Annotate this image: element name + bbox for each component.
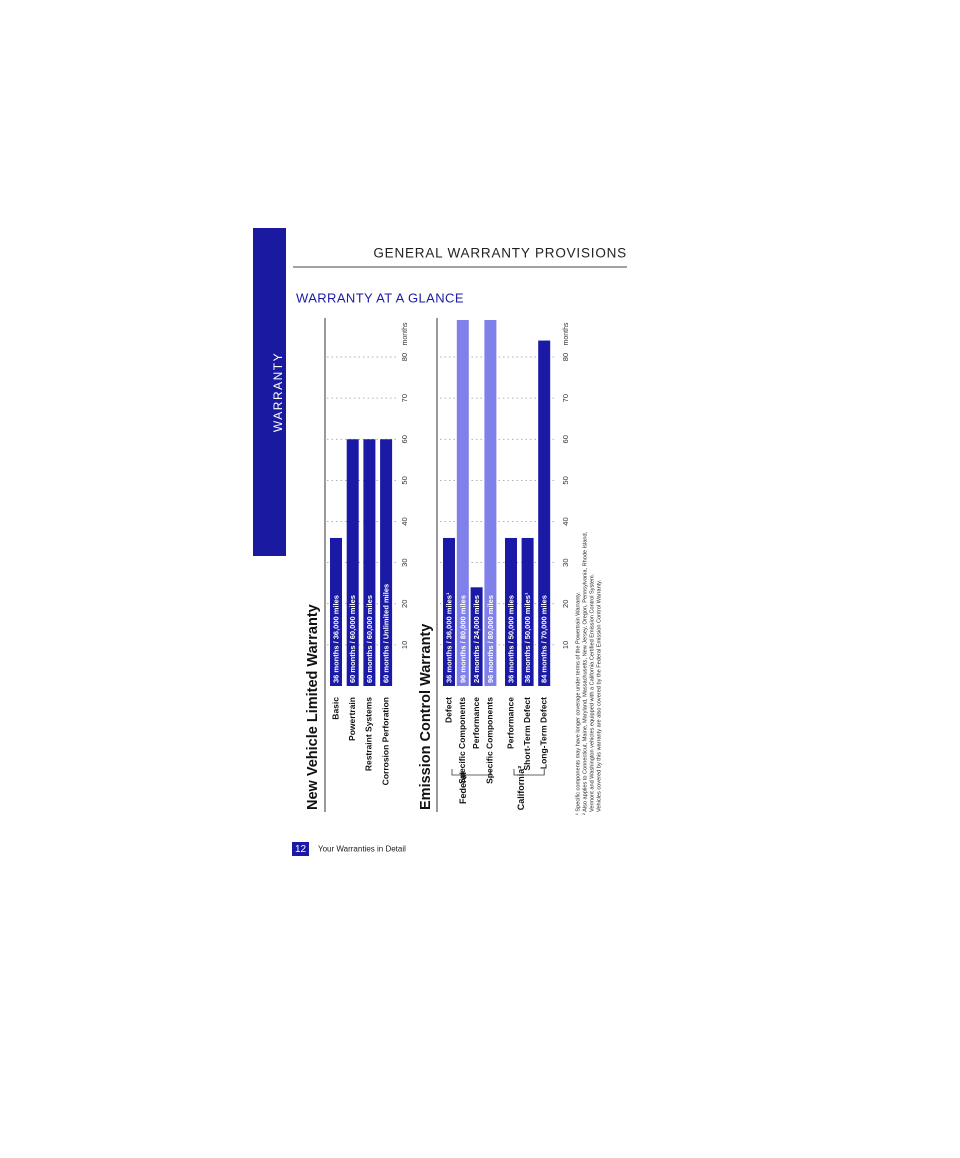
x-tick-label: 30	[400, 558, 409, 566]
group-bracket	[513, 769, 545, 776]
page-number: 12	[295, 844, 307, 855]
x-tick-label: 60	[400, 435, 409, 443]
bar	[538, 340, 551, 686]
header-title: GENERAL WARRANTY PROVISIONS	[373, 246, 627, 261]
sidebar-label: WARRANTY	[271, 352, 285, 432]
bar-label: 36 months / 50,000 miles	[506, 595, 515, 683]
category-label: Specific Components	[485, 697, 495, 784]
x-tick-label: 10	[561, 641, 570, 649]
category-label: Corrosion Perforation	[380, 697, 390, 785]
group-label: California²	[516, 766, 526, 811]
category-label: Restraint Systems	[364, 697, 374, 771]
chart-title: Emission Control Warranty	[418, 624, 434, 810]
bar-label: 24 months / 24,000 miles	[472, 595, 481, 683]
bar	[363, 439, 376, 686]
bar	[456, 320, 469, 686]
bar-label: 96 months / 80,000 miles	[486, 595, 495, 683]
x-axis-label: months	[563, 322, 570, 345]
category-label: Long-Term Defect	[538, 697, 548, 769]
category-label: Specific Components	[457, 697, 467, 784]
category-label: Defect	[443, 697, 453, 723]
bar	[470, 587, 483, 686]
bar-label: 36 months / 50,000 miles¹	[523, 592, 532, 683]
chart-title: New Vehicle Limited Warranty	[305, 604, 321, 810]
x-tick-label: 70	[400, 394, 409, 402]
rotated-content: New Vehicle Limited Warranty 10 20 30 40 50 60…	[305, 318, 602, 815]
x-tick-label: 70	[561, 394, 570, 402]
bar-label: 60 months / 60,000 miles	[348, 595, 357, 683]
group-bracket	[451, 769, 491, 776]
x-tick-label: 50	[400, 476, 409, 484]
bar	[521, 537, 534, 686]
bar-label: 36 months / 36,000 miles	[331, 595, 340, 683]
footer-title: Your Warranties in Detail	[318, 845, 406, 854]
x-tick-label: 40	[400, 517, 409, 525]
bar	[330, 537, 342, 686]
x-tick-label: 20	[561, 600, 570, 608]
group-label: Federal	[458, 772, 468, 804]
x-axis-label: months	[402, 322, 409, 345]
x-tick-label: 80	[400, 353, 409, 361]
category-label: Basic	[330, 697, 340, 720]
category-label: Performance	[505, 697, 515, 749]
footnote: ¹ Specific components may have longer co…	[575, 592, 581, 815]
bar	[505, 537, 517, 686]
bar-label: 36 months / 36,000 miles¹	[444, 592, 453, 683]
bar-label: 84 months / 70,000 miles	[540, 595, 549, 683]
sidebar	[253, 228, 286, 556]
footnote: Vehicles covered by this warranty are al…	[596, 579, 602, 812]
bar-label: 96 months / 80,000 miles	[458, 595, 467, 683]
x-tick-label: 30	[561, 558, 570, 566]
x-tick-label: 50	[561, 476, 570, 484]
page-number-box	[292, 842, 309, 856]
bar-label: 60 months / 60,000 miles	[365, 595, 374, 683]
x-tick-label: 40	[561, 517, 570, 525]
category-label: Powertrain	[347, 697, 357, 741]
footnote: Vermont and Washington vehicles equipped…	[589, 573, 595, 812]
x-tick-label: 60	[561, 435, 570, 443]
bar	[380, 439, 393, 686]
category-label: Performance	[471, 697, 481, 749]
footnote: ² Also applies to Connecticut, Maine, Ma…	[582, 531, 588, 815]
bar	[484, 320, 497, 686]
x-tick-label: 80	[561, 353, 570, 361]
section-title: WARRANTY AT A GLANCE	[296, 290, 464, 305]
category-label: Short-Term Defect	[522, 697, 532, 771]
x-tick-label: 20	[400, 600, 409, 608]
bar	[346, 439, 359, 686]
bar-label: 60 months / Unlimited miles	[382, 584, 391, 683]
x-tick-label: 10	[400, 641, 409, 649]
bar	[443, 537, 455, 686]
